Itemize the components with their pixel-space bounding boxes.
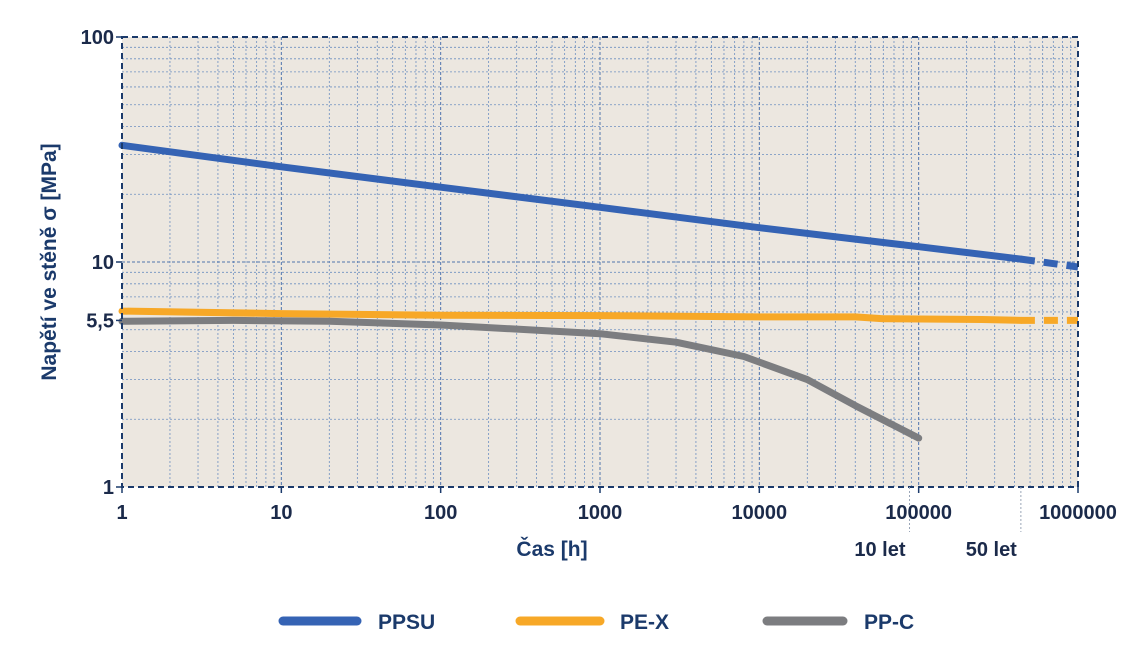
series-layer [118,141,1079,442]
major-grid [122,37,1078,487]
y-tick-labels: 1 5,5 10 100 [81,27,122,499]
legend-label-pp-c: PP-C [864,611,914,634]
x-tick-label: 10 [270,502,292,524]
y-tick-label: 5,5 [86,310,114,332]
legend-label-ppsu: PPSU [378,611,435,634]
x-tick-label: 1000000 [1039,502,1117,524]
x-tick-label: 100000 [885,502,952,524]
y-axis-title: Napětí ve stěně σ [MPa] [38,143,61,380]
y-tick-label: 10 [92,252,114,274]
series-line-ppsu [118,141,1025,263]
x-tick-label: 100 [424,502,457,524]
x-tick-label: 1 [116,502,127,524]
annotation-label: 50 let [966,539,1017,561]
y-tick-label: 100 [81,27,114,49]
series-extrapolation-ppsu [1020,255,1079,271]
x-tick-label: 1000 [578,502,623,524]
annotation-layer: 10 let 50 let [854,487,1022,561]
x-tick-labels: 1 10 100 1000 10000 100000 1000000 [116,487,1117,524]
legend: PPSU PE-X PP-C [278,611,914,634]
x-axis-title: Čas [h] [516,537,587,561]
series-line-pp-c [118,316,923,442]
y-tick-label: 1 [103,477,114,499]
series-line-pe-x [118,307,1025,324]
legend-label-pe-x: PE-X [620,611,669,634]
annotation-label: 10 let [854,539,905,561]
x-tick-label: 10000 [732,502,788,524]
